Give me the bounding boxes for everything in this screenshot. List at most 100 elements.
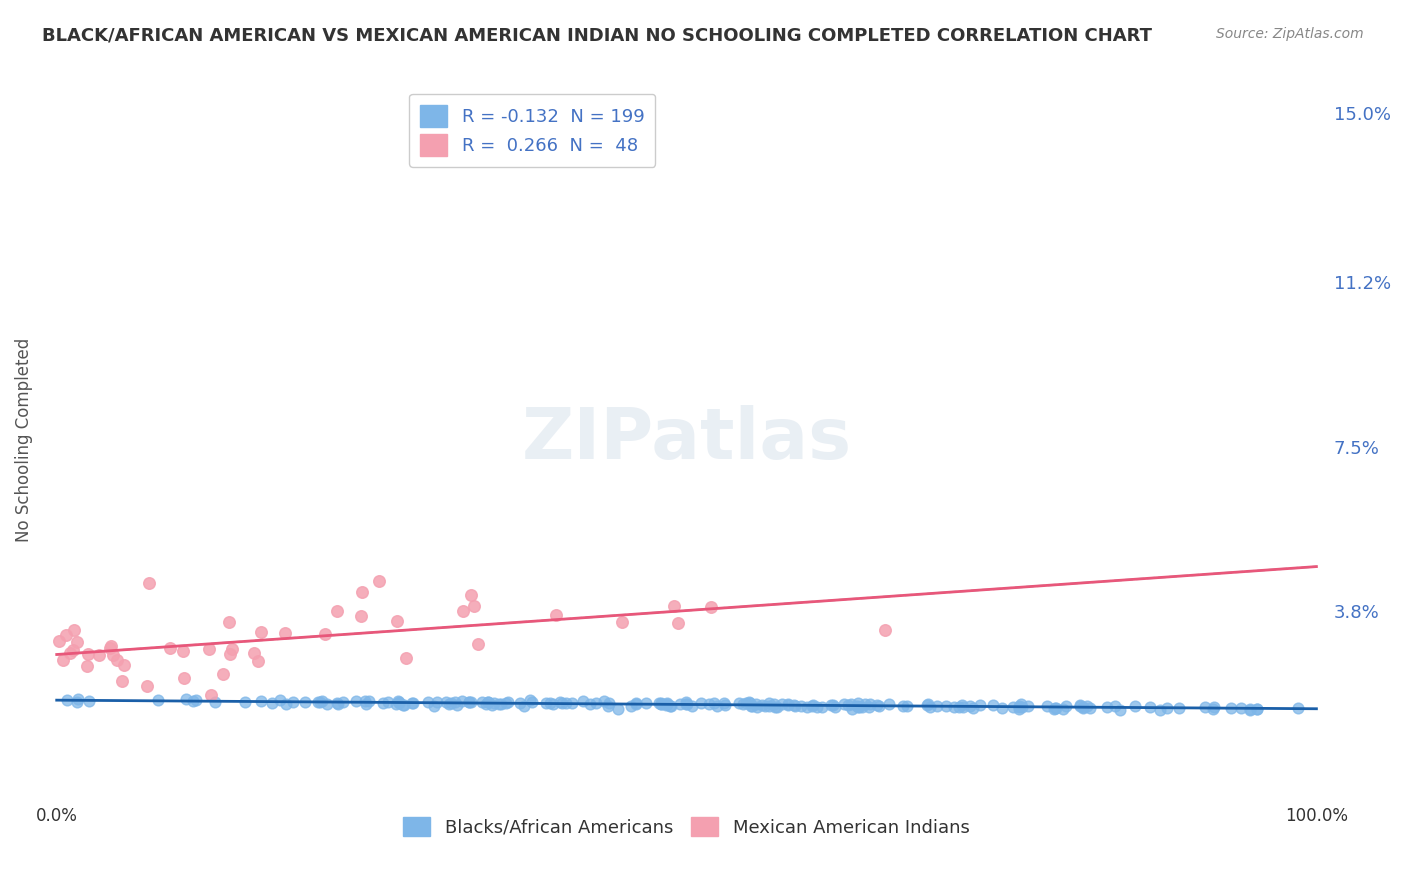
Blacks/African Americans: [669, 697, 692, 711]
Mexican American Indians: [463, 599, 485, 613]
Blacks/African Americans: [1078, 701, 1101, 715]
Blacks/African Americans: [810, 700, 832, 714]
Mexican American Indians: [544, 607, 567, 622]
Mexican American Indians: [873, 623, 896, 637]
Mexican American Indians: [62, 643, 84, 657]
Blacks/African Americans: [392, 698, 415, 712]
Blacks/African Americans: [353, 694, 375, 708]
Blacks/African Americans: [522, 696, 544, 710]
Mexican American Indians: [172, 644, 194, 658]
Blacks/African Americans: [204, 695, 226, 709]
Blacks/African Americans: [440, 696, 463, 710]
Blacks/African Americans: [474, 697, 496, 711]
Mexican American Indians: [48, 634, 70, 648]
Blacks/African Americans: [624, 697, 647, 711]
Mexican American Indians: [249, 624, 271, 639]
Blacks/African Americans: [925, 698, 948, 713]
Blacks/African Americans: [770, 697, 793, 711]
Blacks/African Americans: [697, 698, 720, 712]
Blacks/African Americans: [650, 697, 672, 711]
Blacks/African Americans: [387, 694, 409, 708]
Blacks/African Americans: [935, 699, 957, 714]
Blacks/African Americans: [326, 697, 349, 711]
Blacks/African Americans: [401, 696, 423, 710]
Blacks/African Americans: [800, 698, 823, 713]
Blacks/African Americans: [561, 696, 583, 710]
Blacks/African Americans: [554, 696, 576, 710]
Mexican American Indians: [76, 659, 98, 673]
Blacks/African Americans: [260, 696, 283, 710]
Blacks/African Americans: [891, 699, 914, 714]
Blacks/African Americans: [713, 697, 735, 711]
Blacks/African Americans: [650, 697, 672, 711]
Blacks/African Americans: [536, 697, 558, 711]
Mexican American Indians: [63, 623, 86, 637]
Blacks/African Americans: [269, 693, 291, 707]
Blacks/African Americans: [920, 699, 942, 714]
Blacks/African Americans: [846, 696, 869, 710]
Mexican American Indians: [460, 588, 482, 602]
Blacks/African Americans: [509, 696, 531, 710]
Blacks/African Americans: [728, 696, 751, 710]
Blacks/African Americans: [981, 698, 1004, 713]
Mexican American Indians: [350, 609, 373, 624]
Blacks/African Americans: [745, 699, 768, 714]
Blacks/African Americans: [948, 699, 970, 714]
Blacks/African Americans: [548, 695, 571, 709]
Mexican American Indians: [314, 626, 336, 640]
Blacks/African Americans: [585, 697, 607, 711]
Blacks/African Americans: [1052, 702, 1074, 716]
Blacks/African Americans: [1123, 698, 1146, 713]
Blacks/African Americans: [853, 697, 876, 711]
Blacks/African Americans: [294, 695, 316, 709]
Blacks/African Americans: [401, 697, 423, 711]
Blacks/African Americans: [731, 698, 754, 712]
Blacks/African Americans: [1139, 699, 1161, 714]
Blacks/African Americans: [626, 697, 648, 711]
Mexican American Indians: [198, 641, 221, 656]
Blacks/African Americans: [776, 698, 799, 712]
Blacks/African Americans: [675, 697, 697, 711]
Blacks/African Americans: [846, 699, 869, 714]
Blacks/African Americans: [1076, 698, 1098, 713]
Blacks/African Americans: [896, 699, 918, 714]
Blacks/African Americans: [620, 698, 643, 713]
Blacks/African Americans: [309, 695, 332, 709]
Blacks/African Americans: [1246, 702, 1268, 716]
Blacks/African Americans: [1043, 702, 1066, 716]
Blacks/African Americans: [276, 697, 298, 711]
Blacks/African Americans: [593, 694, 616, 708]
Blacks/African Americans: [1149, 703, 1171, 717]
Blacks/African Americans: [606, 701, 628, 715]
Blacks/African Americans: [1156, 701, 1178, 715]
Blacks/African Americans: [681, 699, 703, 714]
Blacks/African Americans: [477, 695, 499, 709]
Blacks/African Americans: [962, 701, 984, 715]
Blacks/African Americans: [877, 698, 900, 712]
Blacks/African Americans: [311, 694, 333, 708]
Blacks/African Americans: [1073, 699, 1095, 714]
Mexican American Indians: [59, 646, 82, 660]
Blacks/African Americans: [1054, 698, 1077, 713]
Blacks/African Americans: [1108, 703, 1130, 717]
Blacks/African Americans: [56, 693, 79, 707]
Blacks/African Americans: [541, 697, 564, 711]
Blacks/African Americans: [839, 697, 862, 711]
Blacks/African Americans: [1036, 698, 1059, 713]
Blacks/African Americans: [776, 698, 799, 712]
Blacks/African Americans: [859, 697, 882, 711]
Mexican American Indians: [173, 671, 195, 685]
Blacks/African Americans: [796, 699, 818, 714]
Blacks/African Americans: [1069, 698, 1091, 712]
Blacks/African Americans: [1246, 701, 1268, 715]
Blacks/African Americans: [655, 698, 678, 712]
Mexican American Indians: [218, 615, 240, 629]
Blacks/African Americans: [690, 696, 713, 710]
Mexican American Indians: [467, 637, 489, 651]
Blacks/African Americans: [751, 698, 773, 712]
Blacks/African Americans: [841, 702, 863, 716]
Blacks/African Americans: [991, 701, 1014, 715]
Blacks/African Americans: [801, 698, 824, 713]
Blacks/African Americans: [1202, 700, 1225, 714]
Y-axis label: No Schooling Completed: No Schooling Completed: [15, 338, 32, 542]
